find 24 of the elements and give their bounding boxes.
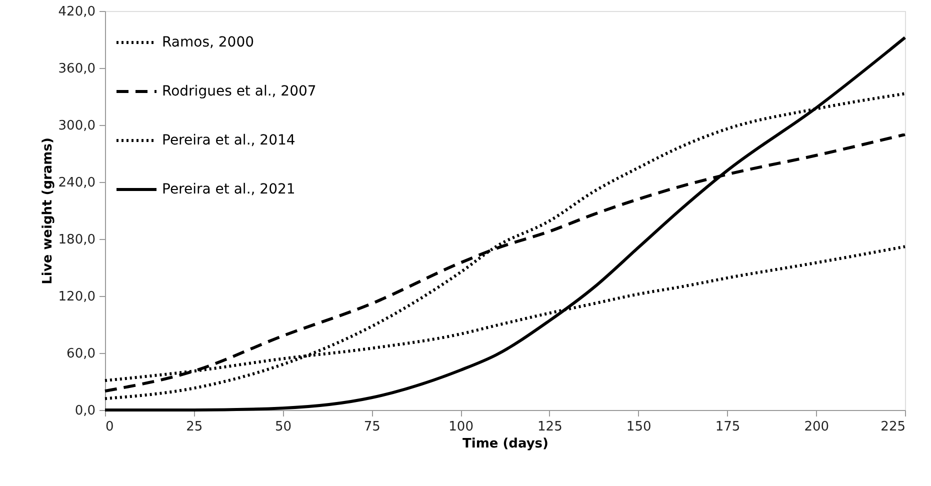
legend-label: Pereira et al., 2014 xyxy=(162,132,296,148)
x-tick-label: 225 xyxy=(880,420,906,434)
x-tick-label: 150 xyxy=(626,420,652,434)
x-tick-label: 100 xyxy=(448,420,474,434)
y-tick-label: 60,0 xyxy=(66,346,96,362)
y-tick-label: 300,0 xyxy=(58,118,96,134)
y-axis-title: Live weight (grams) xyxy=(40,138,56,284)
y-tick-label: 240,0 xyxy=(58,176,96,190)
legend-label: Pereira et al., 2021 xyxy=(162,182,296,198)
x-tick-label: 25 xyxy=(186,420,203,434)
legend-label: Rodrigues et al., 2007 xyxy=(162,84,316,100)
y-tick-label: 120,0 xyxy=(58,290,96,304)
x-tick-label: 75 xyxy=(364,420,380,434)
x-axis-title: Time (days) xyxy=(462,436,548,452)
x-tick-label: 0 xyxy=(106,420,114,434)
y-tick-label: 180,0 xyxy=(58,232,96,248)
y-tick-label: 0,0 xyxy=(74,404,96,418)
x-tick-label: 200 xyxy=(804,420,830,434)
x-tick-label: 175 xyxy=(715,420,740,434)
x-tick-label: 125 xyxy=(538,420,562,434)
legend-label: Ramos, 2000 xyxy=(162,34,254,50)
y-tick-label: 360,0 xyxy=(58,62,96,76)
y-tick-label: 420,0 xyxy=(58,4,96,20)
x-tick-label: 50 xyxy=(275,420,292,434)
